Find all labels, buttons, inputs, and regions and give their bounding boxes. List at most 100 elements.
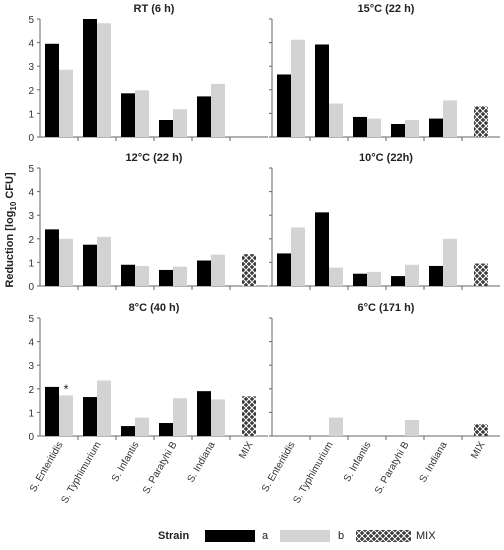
chart-panel: 12°C (22 h) 0 1 2 3 4 5 xyxy=(28,152,268,293)
bar-a xyxy=(353,273,367,286)
x-category-label: S. Indiana xyxy=(186,440,218,485)
y-tick-label: 1 xyxy=(28,258,34,269)
chart-panel: 15°C (22 h) xyxy=(269,3,500,141)
y-tick-label: 5 xyxy=(28,314,34,325)
bar-b xyxy=(97,236,111,286)
legend-label-b: b xyxy=(338,530,345,542)
legend: Strain a b MIX xyxy=(0,526,504,548)
bar-a xyxy=(353,116,367,137)
bar-a xyxy=(121,93,135,137)
bar-a xyxy=(391,276,405,286)
bar-b xyxy=(405,419,419,436)
y-tick-label: 3 xyxy=(28,62,34,73)
bar-b xyxy=(367,118,381,137)
bar-b xyxy=(211,254,225,286)
x-category-label: S. Infantis xyxy=(342,440,374,484)
panel-title: 8°C (40 h) xyxy=(129,302,180,314)
bar-a xyxy=(159,269,173,286)
bar-a xyxy=(391,124,405,137)
bar-a xyxy=(83,19,97,137)
y-tick-label: 1 xyxy=(28,109,34,120)
y-tick-label: 0 xyxy=(28,282,34,293)
panel-title: 12°C (22 h) xyxy=(126,152,183,164)
y-tick-label: 5 xyxy=(28,15,34,26)
bar-mix xyxy=(474,424,488,436)
panel-title: 6°C (171 h) xyxy=(358,302,415,314)
bar-b xyxy=(59,238,73,286)
bar-b xyxy=(135,90,149,137)
bar-a xyxy=(45,386,59,436)
bar-mix xyxy=(474,263,488,286)
bar-b xyxy=(405,264,419,286)
legend-swatch-b xyxy=(280,530,330,542)
bar-mix xyxy=(474,106,488,137)
bar-a xyxy=(197,96,211,137)
bar-b xyxy=(443,238,457,286)
bar-b xyxy=(97,23,111,137)
bar-a xyxy=(159,120,173,137)
bar-a xyxy=(315,44,329,137)
chart-panel: 10°C (22h) xyxy=(269,152,500,290)
bar-b xyxy=(135,417,149,436)
x-category-label: S. Enteritidis xyxy=(28,440,66,494)
x-category-label: S. Enteritidis xyxy=(260,440,298,494)
bar-b xyxy=(173,109,187,137)
y-tick-label: 3 xyxy=(28,211,34,222)
y-tick-label: 2 xyxy=(28,86,34,97)
legend-title: Strain xyxy=(158,530,190,542)
y-tick-label: 5 xyxy=(28,164,34,175)
panel-title: 15°C (22 h) xyxy=(358,3,415,15)
y-tick-label: 2 xyxy=(28,385,34,396)
bar-a xyxy=(159,423,173,436)
bar-b xyxy=(329,103,343,137)
legend-swatch-a xyxy=(205,530,255,542)
x-category-label: S. Paratyhi B xyxy=(141,440,180,496)
bar-a xyxy=(45,229,59,286)
y-tick-label: 4 xyxy=(28,188,34,199)
bar-mix xyxy=(242,396,256,436)
bar-b xyxy=(173,398,187,436)
y-tick-label: 2 xyxy=(28,235,34,246)
legend-swatch-mix xyxy=(356,530,411,542)
bar-a xyxy=(197,260,211,286)
bar-b xyxy=(405,120,419,137)
x-category-label: S. Paratyhi B xyxy=(373,440,412,496)
bar-b xyxy=(211,399,225,436)
bar-b xyxy=(291,227,305,286)
bar-a xyxy=(315,212,329,286)
annotation-mark: * xyxy=(63,381,68,396)
bar-b xyxy=(97,380,111,436)
chart-panel: RT (6 h) 0 1 2 3 4 5 xyxy=(28,3,268,144)
bar-a xyxy=(197,391,211,436)
bar-b xyxy=(59,69,73,137)
y-tick-label: 4 xyxy=(28,39,34,50)
bar-b xyxy=(173,266,187,286)
bar-b xyxy=(211,83,225,137)
bar-a xyxy=(429,265,443,286)
bar-a xyxy=(121,264,135,286)
bar-b xyxy=(367,271,381,286)
legend-label-mix: MIX xyxy=(416,530,436,542)
bar-a xyxy=(121,426,135,436)
bar-b xyxy=(135,265,149,286)
bar-a xyxy=(429,118,443,137)
y-tick-label: 3 xyxy=(28,361,34,372)
y-axis-label: Reduction [log10 CFU] xyxy=(4,172,18,288)
x-category-label: S. Typhimurium xyxy=(291,440,335,506)
panel-title: 10°C (22h) xyxy=(359,152,413,164)
x-category-label: S. Typhimurium xyxy=(59,440,103,506)
bar-b xyxy=(443,100,457,137)
x-category-label: MIX xyxy=(237,440,256,461)
bar-a xyxy=(83,397,97,436)
panel-title: RT (6 h) xyxy=(134,3,175,15)
y-tick-label: 0 xyxy=(28,133,34,144)
legend-label-a: a xyxy=(262,530,269,542)
bar-b xyxy=(329,417,343,436)
y-tick-label: 4 xyxy=(28,338,34,349)
bar-b xyxy=(329,267,343,286)
bar-a xyxy=(83,244,97,286)
bar-b xyxy=(59,395,73,436)
